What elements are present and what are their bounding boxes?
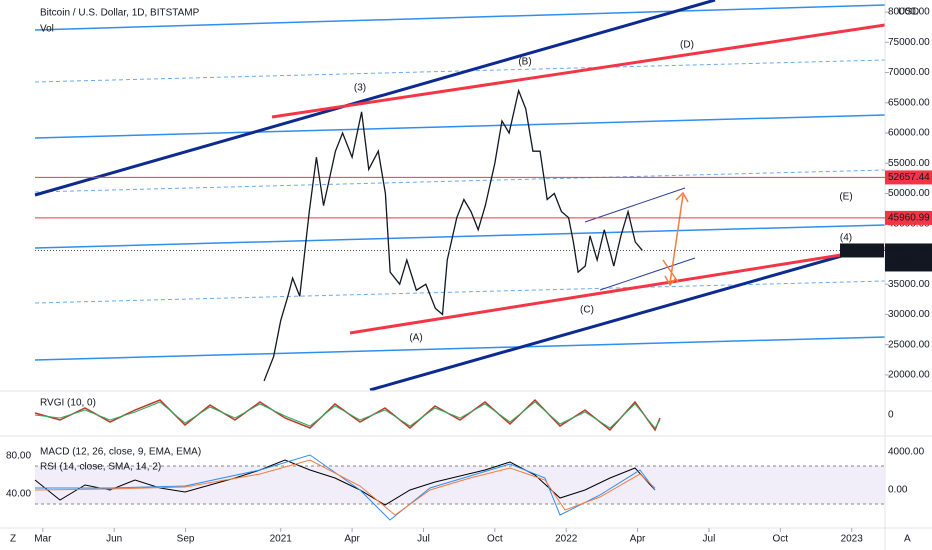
y-tick-label: 55000.00 — [888, 158, 930, 169]
x-tick-label: Oct — [773, 534, 789, 545]
x-tick-label: Sep — [177, 534, 195, 545]
price-badge-label: 52657.44 — [888, 172, 930, 183]
wave-label: (C) — [580, 305, 594, 316]
wave-label: (E) — [839, 192, 852, 203]
y-tick-label: 25000.00 — [888, 339, 930, 350]
price-line-series — [263, 88, 643, 382]
x-tick-label: Apr — [630, 534, 646, 545]
y-tick-label: 65000.00 — [888, 97, 930, 108]
pane-tick: 40.00 — [6, 489, 31, 500]
pane-tick: 4000.00 — [888, 447, 925, 458]
symbol-badge — [840, 243, 884, 258]
chart-title: Bitcoin / U.S. Dollar, 1D, BITSTAMP — [40, 8, 200, 19]
y-tick-label: 50000.00 — [888, 188, 930, 199]
y-tick-label: 60000.00 — [888, 128, 930, 139]
y-tick-label: 75000.00 — [888, 37, 930, 48]
pane-label: RVGI (10, 0) — [40, 398, 96, 409]
price-badge — [885, 170, 932, 185]
corner[interactable]: A — [904, 534, 911, 545]
x-tick-label: Oct — [487, 534, 503, 545]
wave-label: (A) — [409, 333, 422, 344]
price-badge — [885, 210, 932, 225]
pane-label: RSI (14, close, SMA, 14, 2) — [40, 462, 161, 473]
pane-tick: 0 — [888, 410, 894, 421]
last-badge — [885, 243, 932, 272]
y-tick-label: 30000.00 — [888, 309, 930, 320]
x-tick-label: Apr — [344, 534, 360, 545]
pane-label: MACD (12, 26, close, 9, EMA, EMA) — [40, 447, 201, 458]
x-tick-label: 2022 — [555, 534, 578, 545]
x-tick-label: 2021 — [270, 534, 293, 545]
y-tick-label: 20000.00 — [888, 370, 930, 381]
pane-tick: 80.00 — [6, 451, 31, 462]
x-tick-label: Mar — [34, 534, 52, 545]
x-tick-label: Jul — [703, 534, 716, 545]
wave-label: (4) — [840, 233, 852, 244]
wave-label: (B) — [518, 57, 531, 68]
trend-lines — [34, 0, 886, 392]
x-tick-label: Jun — [106, 534, 122, 545]
price-badge-label: 45960.99 — [888, 213, 930, 224]
corner[interactable]: Z — [10, 534, 16, 545]
wave-label: (3) — [354, 83, 366, 94]
last-price: 40576.61 — [888, 245, 930, 256]
y-tick-label: 35000.00 — [888, 279, 930, 290]
volume-label: Vol — [40, 24, 54, 35]
y-tick-label: 80000.00 — [888, 7, 930, 18]
x-tick-label: Jul — [417, 534, 430, 545]
x-tick-label: 2023 — [841, 534, 864, 545]
currency: USD — [898, 7, 919, 18]
wave-label: (D) — [680, 40, 694, 51]
pane-tick: 0.00 — [888, 485, 908, 496]
y-tick-label: 70000.00 — [888, 67, 930, 78]
countdown: 19:00:25 — [888, 258, 927, 269]
symbol-label: BTCUSD — [843, 245, 884, 256]
